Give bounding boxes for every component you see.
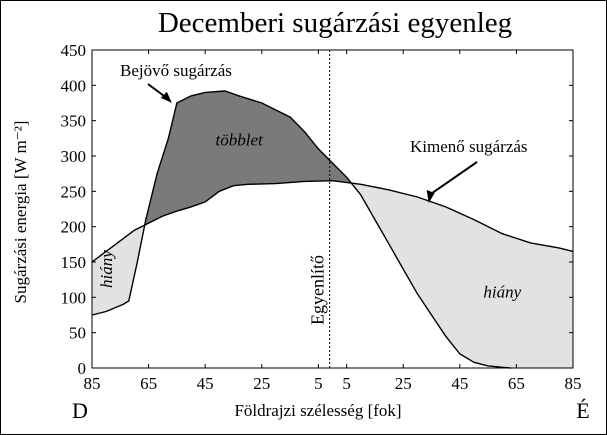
hemisphere-label-left: D — [72, 398, 88, 423]
y-tick-label: 100 — [61, 288, 87, 307]
x-tick-label: 85 — [84, 374, 101, 393]
x-tick-label: 85 — [565, 374, 582, 393]
y-tick-label: 400 — [61, 76, 87, 95]
x-tick-label: 5 — [314, 374, 323, 393]
annotation-deficit-south: hiány — [97, 250, 116, 288]
deficit-area-2 — [352, 183, 573, 368]
x-tick-label: 65 — [508, 374, 525, 393]
y-tick-label: 50 — [69, 324, 86, 343]
y-axis-label: Sugárzási energia [W m⁻²] — [11, 121, 30, 304]
hemisphere-label-right: É — [576, 398, 589, 423]
outgoing-radiation-line — [91, 179, 574, 263]
y-tick-label: 0 — [78, 359, 87, 378]
y-tick-label: 450 — [61, 41, 87, 60]
y-tick-label: 250 — [61, 182, 87, 201]
deficit-area-0 — [92, 219, 146, 315]
x-axis-label: Földrajzi szélesség [fok] — [234, 401, 401, 420]
incoming-series-label: Bejövő sugárzás — [120, 61, 232, 80]
y-tick-label: 350 — [61, 112, 87, 131]
outgoing-series-label: Kimenő sugárzás — [410, 137, 528, 156]
outgoing-arrow-line — [430, 161, 478, 195]
x-tick-label: 25 — [253, 374, 270, 393]
x-tick-label: 45 — [197, 374, 214, 393]
equator-label: Egyenlítő — [308, 255, 328, 325]
surplus-area — [145, 91, 353, 225]
incoming-arrow-head — [160, 91, 172, 103]
x-tick-label: 65 — [140, 374, 157, 393]
annotation-surplus: többlet — [216, 130, 264, 149]
x-tick-label: 45 — [451, 374, 468, 393]
outgoing-arrow-head — [426, 190, 435, 204]
plot-border — [91, 49, 574, 369]
shaded-areas — [92, 91, 573, 368]
x-tick-label: 25 — [395, 374, 412, 393]
series-lines — [91, 90, 574, 369]
axes: 0 50 100 150 200 250 300 350 400 450 85 65 45 25 5 5 25 4… — [61, 41, 582, 393]
y-tick-label: 200 — [61, 218, 87, 237]
y-tick-label: 300 — [61, 147, 87, 166]
annotation-deficit-north: hiány — [483, 282, 521, 301]
y-tick-label: 150 — [61, 253, 87, 272]
incoming-radiation-line — [91, 90, 511, 369]
chart-title: Decemberi sugárzási egyenleg — [158, 7, 512, 39]
x-tick-label: 5 — [342, 374, 351, 393]
chart-labels: Egyenlítő Sugárzási energia [W m⁻²] Bejövő… — [11, 50, 528, 368]
